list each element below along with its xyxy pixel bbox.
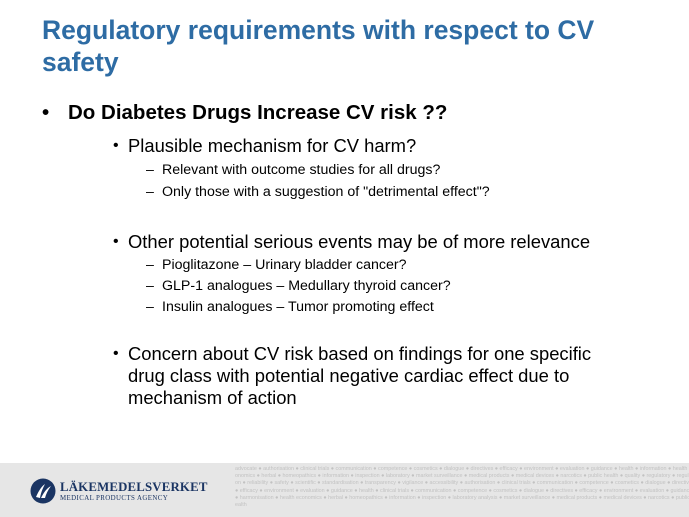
sub-bullet-text: Other potential serious events may be of… <box>128 231 591 252</box>
sub-sub-bullet-text: Pioglitazone – Urinary bladder cancer? <box>162 257 407 273</box>
footer-bar: advocate ● authorisation ● clinical tria… <box>0 463 689 517</box>
dash-icon: – <box>146 162 154 178</box>
dash-icon: – <box>146 278 154 294</box>
sub-bullet-text: Concern about CV risk based on findings … <box>128 343 592 408</box>
bullet-dot-icon: • <box>113 233 119 250</box>
dash-icon: – <box>146 184 154 200</box>
slide-title: Regulatory requirements with respect to … <box>42 15 595 77</box>
sub-sub-bullet-text: GLP-1 analogues – Medullary thyroid canc… <box>162 278 451 294</box>
dash-icon: – <box>146 299 154 315</box>
dash-icon: – <box>146 257 154 273</box>
bullet-dot-icon: • <box>113 137 119 154</box>
bullet-dot-icon: • <box>113 345 119 362</box>
sub-sub-bullet-text: Relevant with outcome studies for all dr… <box>162 162 441 178</box>
bullet-dot-icon: • <box>42 101 50 124</box>
main-bullet-text: Do Diabetes Drugs Increase CV risk ?? <box>68 101 448 124</box>
brand-name: LÄKEMEDELSVERKET <box>60 480 208 494</box>
sub-sub-bullet-text: Only those with a suggestion of "detrime… <box>162 184 490 200</box>
lakemedelsverket-logo-icon <box>30 478 56 504</box>
sub-sub-bullet-text: Insulin analogues – Tumor promoting effe… <box>162 299 434 315</box>
sub-bullet-text: Plausible mechanism for CV harm? <box>128 135 417 156</box>
brand-subtitle: MEDICAL PRODUCTS AGENCY <box>60 495 169 502</box>
footer-watermark: advocate ● authorisation ● clinical tria… <box>235 466 689 509</box>
